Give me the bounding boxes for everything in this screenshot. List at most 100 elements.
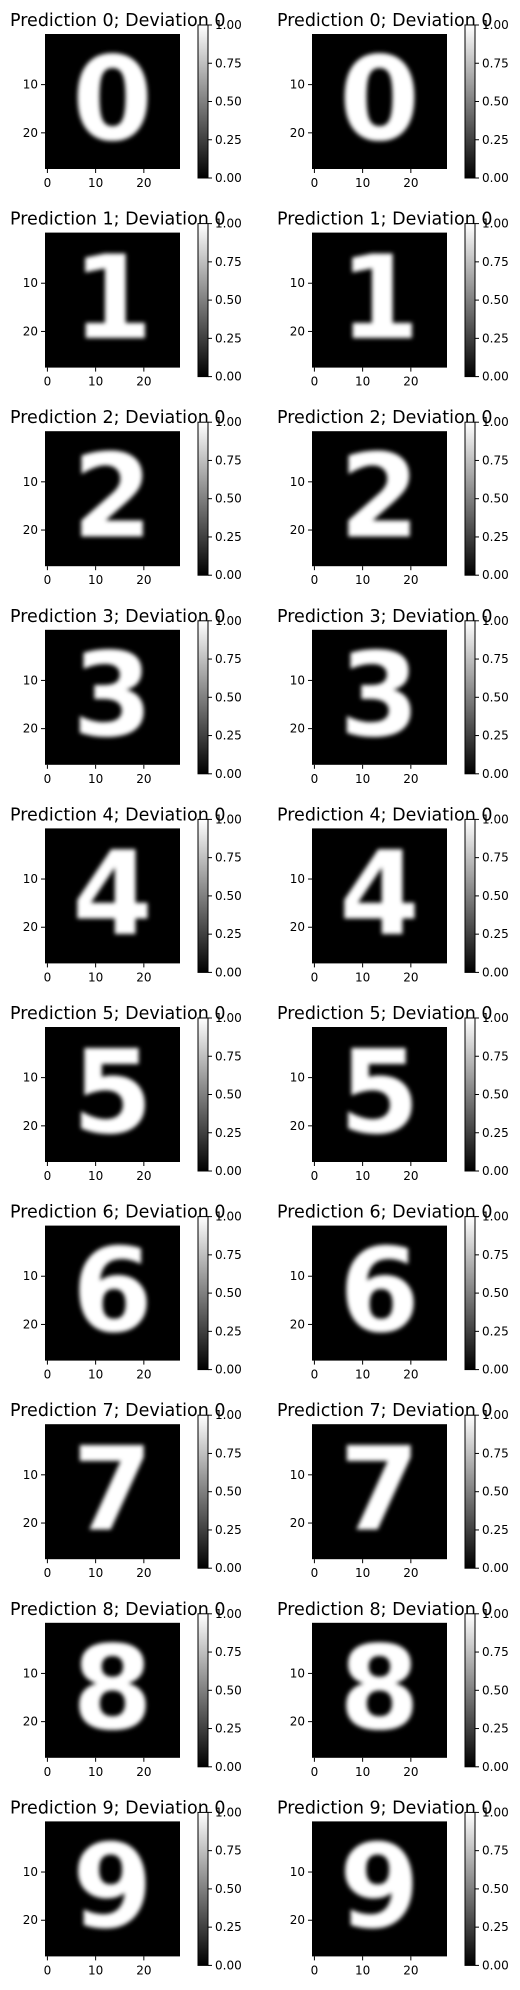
colorbar-tick-label: 1.00: [215, 18, 242, 32]
y-tick-label: 20: [290, 1913, 305, 1927]
digit-image: 1: [339, 231, 420, 366]
colorbar-tick-label: 0.25: [215, 1324, 242, 1338]
colorbar: [197, 223, 209, 378]
y-tick-label: 20: [23, 1913, 38, 1927]
panel-title: Prediction 5; Deviation 0: [10, 1004, 226, 1024]
colorbar-tick-label: 0.00: [482, 1164, 509, 1178]
y-tick-label: 10: [290, 78, 305, 92]
colorbar-tick-label: 0.50: [215, 1088, 242, 1102]
colorbar-tick-label: 0.00: [215, 1760, 242, 1774]
colorbar-tick-label: 0.50: [215, 1683, 242, 1697]
colorbar-tick-label: 0.75: [215, 1844, 242, 1858]
colorbar-tick-label: 0.25: [482, 530, 509, 544]
digit-panel: Prediction 1; Deviation 01 10 20 0 10 20 0.00 0…: [10, 210, 242, 389]
colorbar-tick-label: 1.00: [482, 217, 509, 231]
image-area: [312, 828, 447, 964]
colorbar: [464, 421, 476, 576]
colorbar-tick-label: 0.50: [215, 690, 242, 704]
x-tick-label: 0: [311, 772, 319, 786]
colorbar-tick-label: 0.50: [215, 1882, 242, 1896]
colorbar-tick-label: 0.50: [482, 889, 509, 903]
colorbar-tick-label: 0.25: [482, 927, 509, 941]
colorbar: [197, 818, 209, 973]
x-tick-label: 10: [355, 1963, 370, 1977]
colorbar-tick-label: 0.50: [482, 492, 509, 506]
digit-panel: Prediction 3; Deviation 03 10 20 0 10 20 0.00 0…: [277, 607, 509, 786]
x-tick-label: 10: [355, 375, 370, 389]
colorbar-tick-label: 0.25: [482, 331, 509, 345]
x-tick-label: 0: [311, 1368, 319, 1382]
colorbar-tick-label: 0.25: [215, 1722, 242, 1736]
digit-image: 8: [339, 1621, 420, 1756]
digit-image: 6: [72, 1224, 153, 1359]
colorbar-tick-label: 0.75: [215, 1645, 242, 1659]
y-tick-label: 10: [290, 276, 305, 290]
colorbar-tick-label: 0.00: [215, 767, 242, 781]
x-tick-label: 10: [355, 1368, 370, 1382]
x-tick-label: 10: [355, 772, 370, 786]
image-area: [312, 1225, 447, 1361]
colorbar: [464, 818, 476, 973]
panel-title: Prediction 8; Deviation 0: [277, 1600, 493, 1620]
colorbar-tick-label: 1.00: [215, 1805, 242, 1819]
x-tick-label: 20: [136, 573, 151, 587]
x-tick-label: 20: [136, 1765, 151, 1779]
y-tick-label: 20: [290, 722, 305, 736]
y-tick-label: 10: [23, 78, 38, 92]
digit-panel: Prediction 2; Deviation 02 10 20 0 10 20 0.00 0…: [10, 408, 242, 587]
x-tick-label: 10: [355, 1765, 370, 1779]
colorbar-tick-label: 0.00: [215, 171, 242, 185]
image-area: [45, 1821, 180, 1957]
digit-panel: Prediction 1; Deviation 01 10 20 0 10 20 0.00 0…: [277, 210, 509, 389]
x-tick-label: 10: [88, 375, 103, 389]
y-tick-label: 20: [23, 1317, 38, 1331]
digit-image: 0: [339, 33, 420, 168]
colorbar-tick-label: 0.75: [215, 1446, 242, 1460]
image-area: [45, 629, 180, 765]
colorbar-tick-label: 1.00: [482, 1805, 509, 1819]
y-tick-label: 10: [23, 1468, 38, 1482]
colorbar: [197, 24, 209, 179]
digit-panel: Prediction 4; Deviation 04 10 20 0 10 20 0.00 0…: [277, 805, 509, 984]
colorbar-tick-label: 0.75: [215, 1248, 242, 1262]
colorbar-tick-label: 1.00: [215, 614, 242, 628]
x-tick-label: 0: [311, 573, 319, 587]
x-tick-label: 10: [355, 573, 370, 587]
colorbar-tick-label: 1.00: [482, 415, 509, 429]
x-tick-label: 10: [88, 970, 103, 984]
colorbar-tick-label: 1.00: [482, 614, 509, 628]
colorbar: [197, 1811, 209, 1966]
colorbar-tick-label: 0.25: [482, 1126, 509, 1140]
colorbar-tick-label: 0.50: [482, 1683, 509, 1697]
colorbar-tick-label: 1.00: [215, 1607, 242, 1621]
y-tick-label: 20: [23, 1715, 38, 1729]
colorbar-tick-label: 1.00: [215, 217, 242, 231]
panel-title: Prediction 0; Deviation 0: [10, 11, 226, 31]
x-tick-label: 20: [136, 1368, 151, 1382]
x-tick-label: 20: [403, 1765, 418, 1779]
colorbar-tick-label: 0.00: [215, 370, 242, 384]
colorbar-tick-label: 0.25: [215, 1126, 242, 1140]
x-tick-label: 0: [44, 375, 52, 389]
image-area: [312, 1821, 447, 1957]
y-tick-label: 10: [290, 1865, 305, 1879]
colorbar-tick-label: 0.00: [482, 1363, 509, 1377]
colorbar-tick-label: 1.00: [215, 1210, 242, 1224]
y-tick-label: 10: [23, 475, 38, 489]
colorbar-tick-label: 0.75: [215, 56, 242, 70]
colorbar: [464, 1613, 476, 1768]
x-tick-label: 0: [44, 772, 52, 786]
x-tick-label: 20: [403, 1963, 418, 1977]
image-area: [45, 34, 180, 169]
y-tick-label: 20: [23, 920, 38, 934]
colorbar-tick-label: 0.75: [482, 851, 509, 865]
x-tick-label: 0: [44, 970, 52, 984]
panel-title: Prediction 9; Deviation 0: [277, 1798, 493, 1818]
digit-image: 3: [72, 628, 153, 763]
x-tick-label: 10: [355, 1566, 370, 1580]
colorbar: [464, 24, 476, 179]
colorbar-tick-label: 0.00: [215, 965, 242, 979]
